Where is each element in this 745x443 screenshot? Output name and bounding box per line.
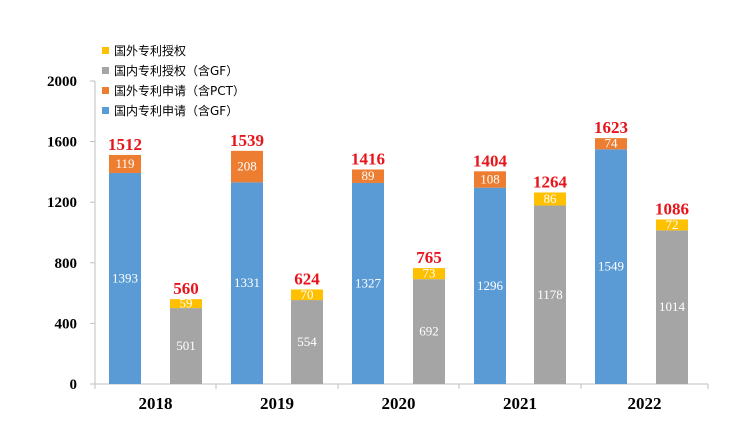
y-tick-label: 0 xyxy=(70,377,78,393)
y-tick-label: 1600 xyxy=(47,135,77,151)
label-domestic-application: 1331 xyxy=(234,275,260,290)
legend-label: 国内专利授权（含GF） xyxy=(114,63,238,78)
bar-domestic-grant xyxy=(534,205,566,384)
x-category-label: 2022 xyxy=(628,394,662,413)
bar-foreign-application xyxy=(352,169,384,183)
bar-foreign-application xyxy=(474,171,506,188)
label-total-grant: 624 xyxy=(294,269,320,288)
y-tick-label: 1200 xyxy=(47,195,77,211)
label-foreign-application: 108 xyxy=(480,171,500,186)
bar-domestic-application xyxy=(231,182,263,384)
label-total-grant: 560 xyxy=(173,279,199,298)
legend-swatch xyxy=(102,87,109,94)
y-tick-label: 800 xyxy=(55,256,78,272)
legend-label: 国外专利申请（含PCT） xyxy=(114,83,245,98)
legend-label: 国外专利授权 xyxy=(114,43,186,58)
bar-foreign-application xyxy=(595,138,627,150)
x-category-label: 2021 xyxy=(503,394,537,413)
y-tick-label: 400 xyxy=(55,316,78,332)
label-foreign-application: 119 xyxy=(115,156,134,171)
bar-foreign-grant xyxy=(656,219,688,231)
bars xyxy=(109,138,688,384)
label-total-grant: 1086 xyxy=(655,199,689,218)
label-domestic-grant: 1178 xyxy=(537,287,563,302)
bar-foreign-grant xyxy=(291,289,323,301)
x-category-label: 2019 xyxy=(260,394,294,413)
label-foreign-application: 74 xyxy=(605,136,619,151)
bar-foreign-grant xyxy=(413,268,445,280)
label-domestic-grant: 501 xyxy=(176,338,196,353)
label-total-grant: 1264 xyxy=(533,173,568,192)
label-domestic-application: 1327 xyxy=(355,275,382,290)
label-total-application: 1416 xyxy=(351,149,385,168)
label-domestic-application: 1393 xyxy=(112,270,138,285)
bar-domestic-application xyxy=(595,149,627,384)
label-foreign-grant: 70 xyxy=(301,287,314,302)
label-domestic-grant: 1014 xyxy=(659,299,686,314)
label-total-application: 1623 xyxy=(594,118,628,137)
label-foreign-application: 208 xyxy=(237,159,257,174)
label-total-application: 1512 xyxy=(108,135,142,154)
bar-domestic-application xyxy=(352,182,384,384)
label-total-grant: 765 xyxy=(416,248,442,267)
label-foreign-application: 89 xyxy=(362,168,375,183)
label-foreign-grant: 73 xyxy=(423,266,436,281)
bar-foreign-grant xyxy=(534,192,566,206)
bar-domestic-grant xyxy=(413,279,445,384)
bar-domestic-grant xyxy=(170,308,202,384)
axes: 0 400 800 1200 1600 2000 2018 2019 2020 2021 2022 xyxy=(47,74,709,413)
legend-label: 国内专利申请（含GF） xyxy=(114,103,238,118)
label-foreign-grant: 86 xyxy=(544,191,558,206)
legend-swatch xyxy=(102,67,109,74)
legend-swatch xyxy=(102,47,109,54)
label-total-application: 1539 xyxy=(230,131,264,150)
y-tick-label: 2000 xyxy=(47,74,77,90)
label-foreign-grant: 72 xyxy=(666,217,679,232)
bar-foreign-application xyxy=(231,150,263,183)
label-total-application: 1404 xyxy=(473,151,508,170)
bar-domestic-grant xyxy=(656,230,688,384)
label-domestic-application: 1549 xyxy=(598,259,624,274)
label-domestic-grant: 692 xyxy=(419,324,439,339)
x-category-label: 2020 xyxy=(382,394,416,413)
bar-domestic-application xyxy=(109,172,141,384)
label-domestic-grant: 554 xyxy=(297,334,317,349)
x-category-label: 2018 xyxy=(139,394,173,413)
bar-domestic-grant xyxy=(291,300,323,384)
bar-foreign-grant xyxy=(170,299,202,309)
label-domestic-application: 1296 xyxy=(477,278,504,293)
bar-foreign-application xyxy=(109,154,141,173)
legend-swatch xyxy=(102,107,109,114)
bar-domestic-application xyxy=(474,187,506,384)
label-foreign-grant: 59 xyxy=(180,296,193,311)
